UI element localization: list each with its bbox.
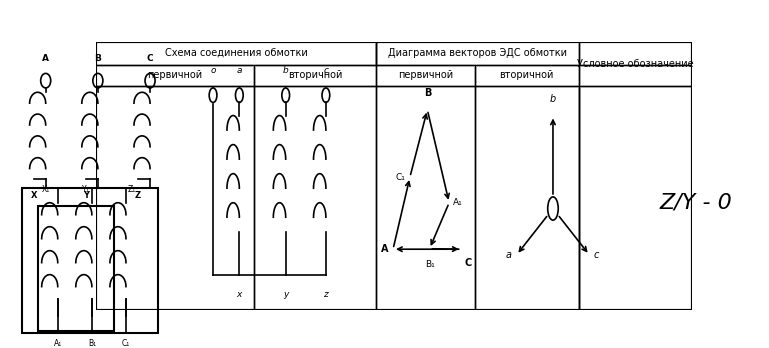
Text: z: z: [324, 290, 328, 299]
Text: Условное обозначение: Условное обозначение: [578, 59, 694, 69]
Text: a: a: [237, 66, 242, 75]
Text: y: y: [283, 290, 288, 299]
Text: первичной: первичной: [148, 70, 203, 80]
Text: вторичной: вторичной: [500, 70, 554, 80]
Text: C₁: C₁: [122, 339, 130, 348]
Text: A₁: A₁: [453, 198, 463, 207]
Bar: [22, 188, 158, 333]
Text: B: B: [424, 88, 431, 98]
Text: A₁: A₁: [54, 339, 62, 348]
Text: A: A: [381, 244, 388, 254]
Text: Y₁: Y₁: [82, 185, 90, 194]
Text: B₁: B₁: [424, 260, 434, 269]
Text: b: b: [550, 94, 556, 104]
Text: x: x: [237, 290, 242, 299]
Text: Z/Y - 0: Z/Y - 0: [660, 193, 732, 213]
Text: Диаграмма векторов ЭДС обмотки: Диаграмма векторов ЭДС обмотки: [388, 48, 567, 58]
Text: c: c: [594, 250, 599, 260]
Text: B: B: [95, 54, 102, 63]
Text: вторичной: вторичной: [288, 70, 342, 80]
Text: A: A: [42, 54, 49, 63]
Text: C: C: [147, 54, 153, 63]
Text: Z: Z: [135, 191, 141, 200]
Text: C: C: [464, 258, 471, 268]
Text: X₁: X₁: [42, 185, 50, 194]
Text: C₁: C₁: [395, 173, 405, 182]
Text: X: X: [31, 191, 37, 200]
Text: первичной: первичной: [398, 70, 453, 80]
Text: Схема соединения обмотки: Схема соединения обмотки: [165, 48, 308, 58]
Text: Y: Y: [83, 191, 89, 200]
Text: B₁: B₁: [88, 339, 96, 348]
Text: a: a: [505, 250, 511, 260]
Text: Z₁: Z₁: [128, 185, 136, 194]
Text: o: o: [210, 66, 216, 75]
Text: c: c: [324, 66, 328, 75]
Text: b: b: [283, 66, 288, 75]
Bar: [38, 206, 114, 331]
